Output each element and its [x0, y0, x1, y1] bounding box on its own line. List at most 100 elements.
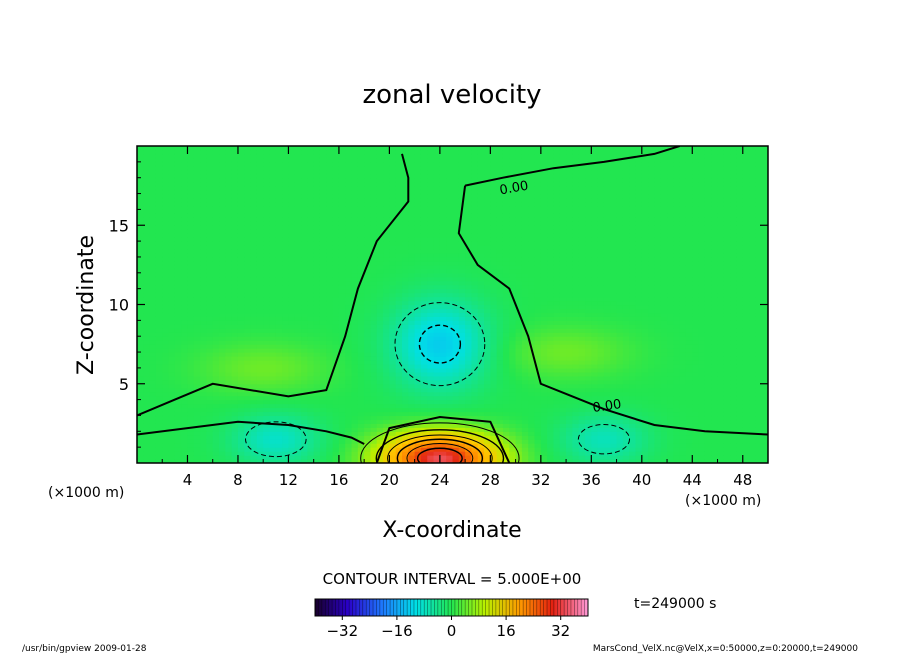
- heatmap-cell: [364, 229, 372, 234]
- heatmap-cell: [250, 209, 258, 214]
- heatmap-cell: [269, 375, 277, 381]
- heatmap-cell: [269, 383, 277, 389]
- heatmap-cell: [446, 336, 454, 341]
- heatmap-cell: [149, 427, 157, 432]
- heatmap-cell: [181, 419, 189, 424]
- heatmap-cell: [433, 165, 441, 171]
- heatmap-cell: [225, 181, 233, 187]
- heatmap-cell: [206, 387, 214, 393]
- heatmap-cell: [364, 201, 372, 207]
- heatmap-cell: [515, 161, 523, 167]
- heatmap-cell: [212, 419, 220, 424]
- heatmap-cell: [162, 296, 170, 302]
- heatmap-cell: [275, 427, 283, 432]
- heatmap-cell: [269, 146, 277, 151]
- heatmap-cell: [420, 340, 428, 345]
- heatmap-cell: [402, 177, 409, 183]
- heatmap-cell: [313, 320, 321, 325]
- heatmap-cell: [465, 233, 473, 238]
- heatmap-cell: [458, 241, 466, 246]
- heatmap-cell: [212, 403, 220, 409]
- heatmap-cell: [263, 296, 271, 302]
- heatmap-cell: [370, 415, 378, 421]
- heatmap-cell: [143, 371, 151, 377]
- heatmap-cell: [496, 276, 504, 282]
- heatmap-cell: [231, 193, 239, 199]
- heatmap-cell: [143, 320, 151, 325]
- heatmap-cell: [376, 241, 384, 246]
- heatmap-cell: [414, 284, 422, 290]
- heatmap-cell: [269, 161, 277, 167]
- heatmap-cell: [237, 391, 245, 397]
- heatmap-cell: [225, 356, 233, 361]
- heatmap-cell: [212, 328, 220, 333]
- heatmap-cell: [376, 431, 384, 436]
- heatmap-cell: [458, 304, 466, 310]
- heatmap-cell: [420, 268, 428, 274]
- heatmap-cell: [275, 233, 283, 238]
- heatmap-cell: [301, 153, 308, 159]
- heatmap-cell: [301, 173, 308, 179]
- heatmap-cell: [484, 312, 491, 317]
- heatmap-cell: [275, 455, 283, 460]
- heatmap-cell: [225, 197, 233, 203]
- heatmap-cell: [420, 427, 428, 432]
- heatmap-cell: [143, 328, 151, 333]
- heatmap-cell: [256, 209, 264, 214]
- heatmap-cell: [439, 356, 447, 361]
- heatmap-cell: [338, 161, 346, 167]
- heatmap-cell: [402, 344, 409, 349]
- heatmap-cell: [244, 300, 252, 306]
- heatmap-cell: [452, 391, 460, 397]
- heatmap-cell: [162, 348, 170, 353]
- heatmap-cell: [408, 146, 416, 151]
- heatmap-cell: [319, 221, 327, 226]
- heatmap-cell: [181, 288, 189, 294]
- heatmap-cell: [319, 324, 327, 329]
- heatmap-cell: [515, 383, 523, 389]
- heatmap-cell: [326, 173, 334, 179]
- heatmap-cell: [219, 268, 226, 274]
- heatmap-cell: [231, 173, 239, 179]
- heatmap-cell: [149, 260, 157, 266]
- heatmap-cell: [307, 340, 315, 345]
- heatmap-cell: [181, 367, 189, 373]
- heatmap-cell: [395, 403, 403, 409]
- heatmap-cell: [263, 324, 271, 329]
- heatmap-cell: [376, 415, 384, 421]
- heatmap-cell: [414, 304, 422, 310]
- heatmap-cell: [458, 229, 466, 234]
- heatmap-cell: [433, 435, 441, 440]
- heatmap-cell: [294, 241, 302, 246]
- heatmap-cell: [521, 411, 529, 417]
- heatmap-cell: [193, 177, 201, 183]
- heatmap-cell: [269, 233, 277, 238]
- heatmap-cell: [528, 447, 536, 452]
- heatmap-cell: [294, 209, 302, 214]
- heatmap-cell: [414, 399, 422, 405]
- heatmap-cell: [181, 324, 189, 329]
- heatmap-cell: [219, 459, 226, 463]
- heatmap-cell: [237, 447, 245, 452]
- heatmap-cell: [345, 157, 353, 163]
- heatmap-cell: [427, 229, 435, 234]
- heatmap-cell: [528, 340, 536, 345]
- heatmap-cell: [446, 411, 454, 417]
- heatmap-cell: [219, 272, 226, 278]
- heatmap-cell: [269, 157, 277, 163]
- heatmap-cell: [326, 209, 334, 214]
- heatmap-cell: [439, 300, 447, 306]
- heatmap-cell: [168, 264, 176, 270]
- heatmap-cell: [490, 149, 498, 155]
- heatmap-cell: [319, 423, 327, 428]
- heatmap-cell: [263, 459, 271, 463]
- heatmap-cell: [174, 379, 182, 385]
- heatmap-cell: [357, 371, 365, 377]
- heatmap-cell: [225, 367, 233, 373]
- heatmap-cell: [301, 237, 308, 242]
- heatmap-cell: [326, 403, 334, 409]
- heatmap-cell: [219, 356, 226, 361]
- heatmap-cell: [187, 431, 195, 436]
- heatmap-cell: [225, 193, 233, 199]
- heatmap-cell: [446, 312, 454, 317]
